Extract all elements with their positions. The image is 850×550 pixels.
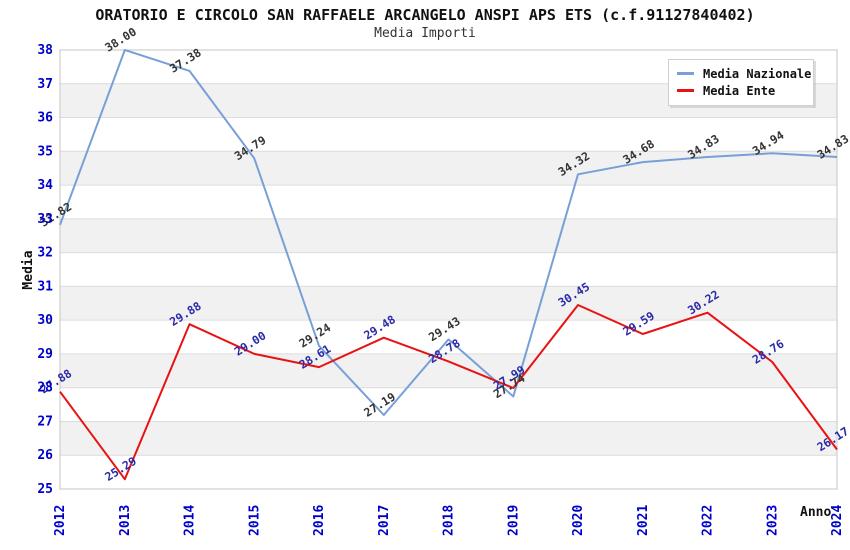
value-label: 27.19 (361, 390, 398, 420)
x-tick-label: 2019 (506, 505, 521, 536)
y-tick-label: 32 (37, 246, 53, 261)
legend-label: Media Nazionale (703, 66, 812, 81)
x-tick-label: 2013 (118, 505, 133, 536)
y-tick-label: 29 (37, 347, 53, 362)
legend-label: Media Ente (703, 83, 776, 98)
x-tick-label: 2014 (183, 505, 198, 536)
x-tick-label: 2016 (312, 505, 327, 536)
x-tick-label: 2018 (442, 505, 457, 536)
plot-border (59, 49, 838, 490)
x-tick-label: 2015 (247, 505, 262, 536)
y-tick-label: 33 (37, 212, 53, 227)
y-tick-label: 30 (37, 313, 53, 328)
series-line-media-nazionale (59, 49, 838, 416)
plot-band (60, 286, 837, 321)
chart-subtitle: Media Importi (374, 26, 476, 41)
y-tick-label: 28 (37, 381, 53, 396)
legend-item-media-nazionale: Media Nazionale (677, 65, 811, 82)
x-tick-label: 2023 (765, 505, 780, 536)
y-tick-label: 35 (37, 144, 53, 159)
x-tick-label: 2022 (701, 505, 716, 536)
plot-band (60, 218, 837, 253)
legend-box: Media Nazionale Media Ente (668, 59, 814, 106)
y-tick-label: 37 (37, 77, 53, 92)
legend-item-media-ente: Media Ente (677, 82, 805, 99)
y-tick-label: 31 (37, 279, 53, 294)
x-tick-label: 2024 (830, 505, 845, 536)
chart-title: ORATORIO E CIRCOLO SAN RAFFAELE ARCANGEL… (95, 6, 755, 24)
x-tick-label: 2021 (636, 505, 651, 536)
x-tick-label: 2020 (571, 505, 586, 536)
y-tick-label: 38 (37, 43, 53, 58)
plot-band (60, 353, 837, 388)
plot-band (60, 421, 837, 456)
x-axis-title: Anno (800, 505, 832, 520)
value-label: 25.29 (102, 454, 139, 484)
y-tick-label: 34 (37, 178, 53, 193)
red-line-swatch-icon (677, 89, 694, 92)
x-tick-label: 2017 (377, 505, 392, 536)
y-tick-label: 27 (37, 414, 53, 429)
y-tick-label: 36 (37, 111, 53, 126)
y-axis-title: Media (21, 250, 36, 290)
series-line-media-ente (59, 304, 838, 481)
y-tick-label: 26 (37, 448, 53, 463)
x-tick-label: 2012 (53, 505, 68, 536)
blue-line-swatch-icon (677, 72, 694, 75)
y-tick-label: 25 (37, 482, 53, 497)
